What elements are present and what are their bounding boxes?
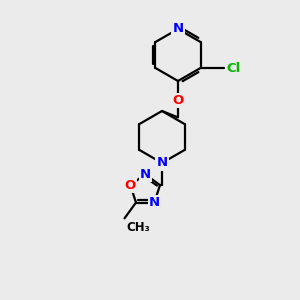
Text: N: N bbox=[156, 157, 168, 169]
Text: Cl: Cl bbox=[227, 61, 241, 74]
Text: CH₃: CH₃ bbox=[127, 221, 150, 234]
Text: O: O bbox=[125, 178, 136, 192]
Text: O: O bbox=[172, 94, 184, 107]
Text: N: N bbox=[172, 22, 184, 35]
Text: N: N bbox=[140, 168, 151, 181]
Text: N: N bbox=[149, 196, 160, 209]
